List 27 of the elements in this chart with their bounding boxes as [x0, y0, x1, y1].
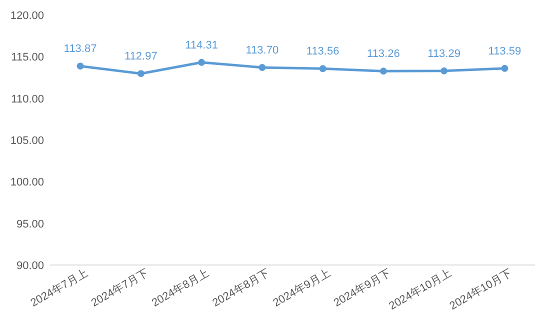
y-tick-label: 120.00: [10, 10, 44, 22]
data-label: 113.59: [488, 45, 522, 58]
point: [319, 65, 326, 72]
y-tick-label: 105.00: [10, 135, 44, 147]
point: [501, 64, 508, 72]
x-tick-label: 2024年9月上: [270, 266, 332, 310]
x-tick-label: 2024年8月上: [149, 266, 212, 310]
data-label: 113.70: [246, 44, 279, 56]
y-tick-label: 100.00: [10, 176, 44, 189]
data-label: 113.87: [64, 43, 97, 56]
data-label: 114.31: [185, 39, 218, 52]
point: [76, 62, 84, 70]
point: [137, 70, 144, 78]
data-label: 113.56: [306, 46, 340, 58]
point: [198, 58, 206, 66]
y-tick-label: 110.00: [11, 93, 44, 106]
point: [380, 68, 387, 75]
point: [440, 67, 448, 74]
y-tick-label: 95.00: [16, 218, 44, 230]
data-label: 112.97: [124, 50, 158, 63]
point: [258, 64, 266, 71]
data-label: 113.29: [428, 48, 460, 60]
x-tick-label: 2024年8月下: [210, 267, 272, 310]
y-tick-label: 115.00: [11, 52, 44, 64]
x-tick-label: 2024年7月下: [89, 267, 150, 310]
data-label: 113.26: [367, 48, 400, 60]
y-tick-label: 90.00: [16, 260, 44, 272]
